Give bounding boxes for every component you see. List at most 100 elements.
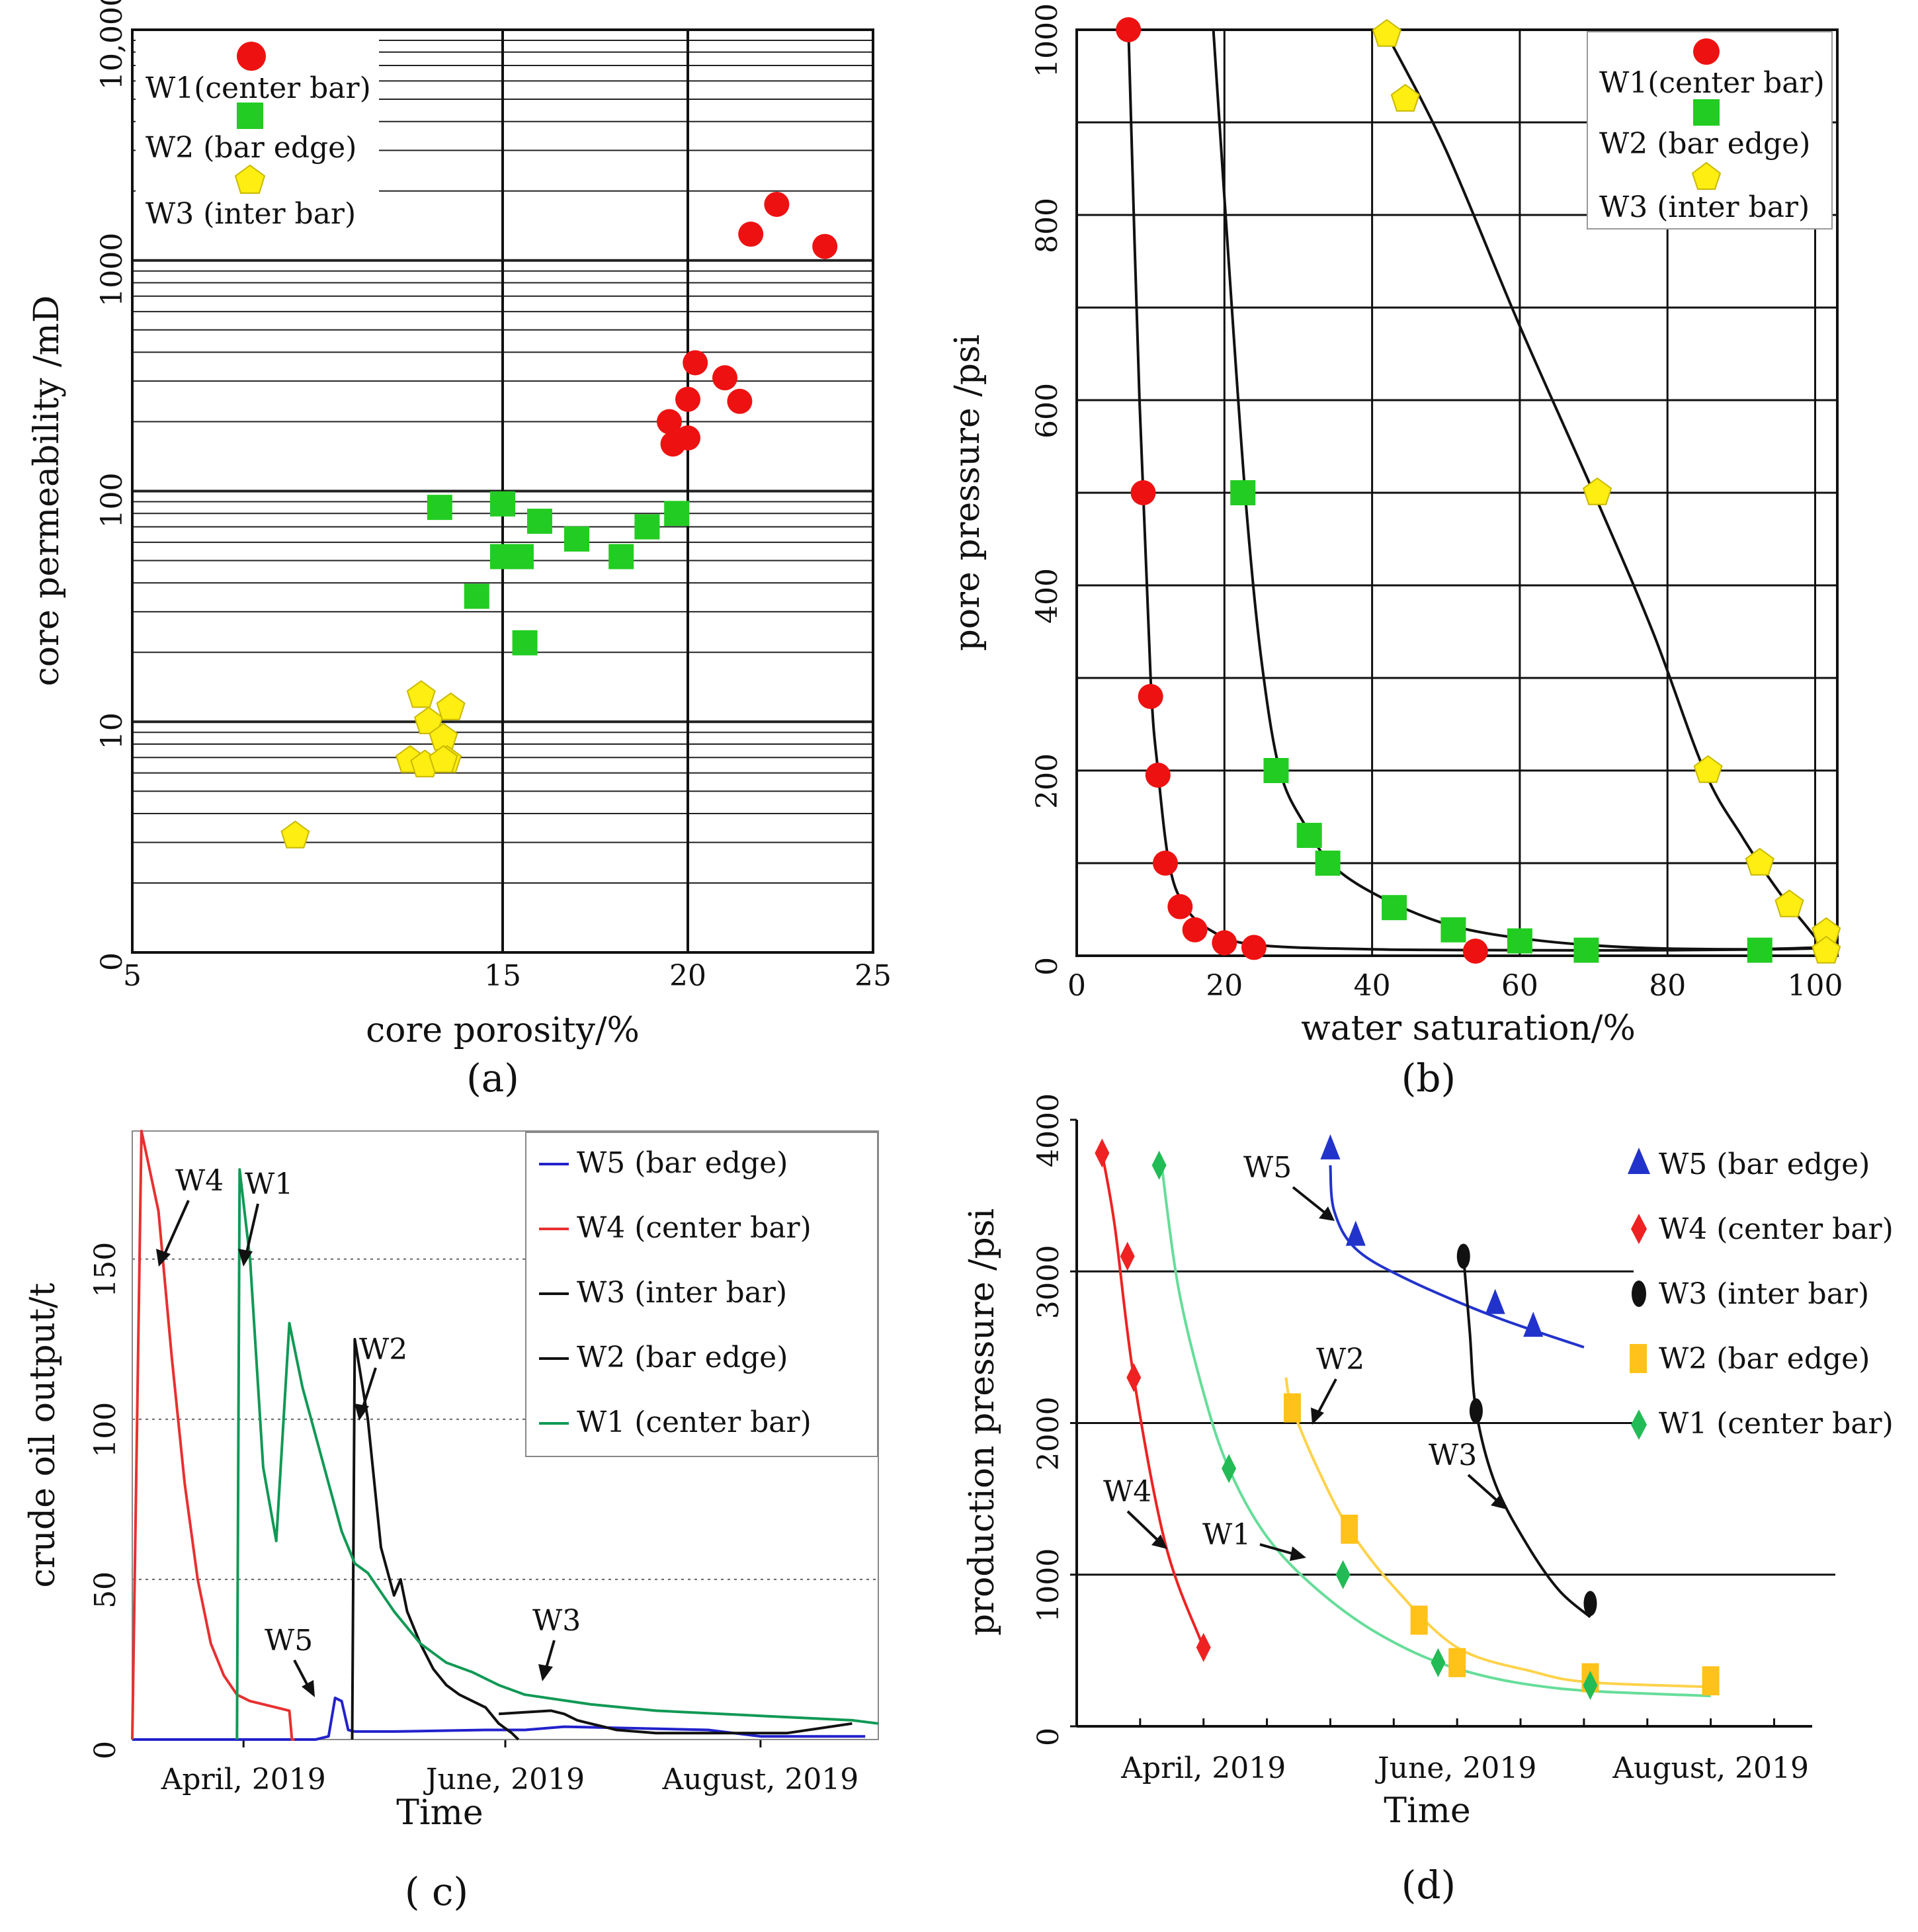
panel-c-y-tick-labels: 0 50 100 150 bbox=[89, 1242, 122, 1759]
panel-a-point-w2 bbox=[608, 544, 634, 569]
panel-d-point-w5 bbox=[1320, 1134, 1341, 1159]
panel-b-point-w2 bbox=[1296, 823, 1322, 848]
panel-d-y-tick-label: 4000 bbox=[1032, 1093, 1065, 1167]
panel-b-point-w3 bbox=[1812, 935, 1841, 964]
panel-c-annotation-w5: W5 bbox=[265, 1624, 313, 1658]
panel-d-fit-curve-w4 bbox=[1101, 1153, 1202, 1642]
panel-b-point-w1 bbox=[1212, 930, 1237, 956]
panel-d-arrow-w5 bbox=[1292, 1186, 1327, 1215]
panel-d-label: (d) bbox=[1401, 1863, 1456, 1908]
panel-c-annotation-w1: W1 bbox=[245, 1167, 293, 1201]
panel-a-point-w2 bbox=[564, 526, 589, 552]
panel-d-x-axis-label: Time bbox=[1384, 1791, 1470, 1831]
panel-d-x-tick-label: June, 2019 bbox=[1375, 1751, 1536, 1785]
panel-c-legend: W5 (bar edge) W4 (center bar) W3 (inter … bbox=[525, 1132, 878, 1457]
panel-b-y-tick-label: 400 bbox=[1030, 568, 1064, 624]
panel-d-legend-marker-w4 bbox=[1631, 1214, 1647, 1244]
panel-c-x-tick-label: April, 2019 bbox=[161, 1763, 326, 1796]
panel-b-legend-box bbox=[1587, 31, 1833, 230]
panel-d-y-tick-labels: 0 1000 2000 3000 4000 bbox=[1032, 1093, 1065, 1746]
panel-c-line-w2 bbox=[351, 1337, 520, 1741]
panel-d-point-w1 bbox=[1335, 1560, 1351, 1589]
panel-b-x-tick-labels: 0 20 40 60 80 100 bbox=[1067, 969, 1843, 1003]
panel-d-point-w2 bbox=[1410, 1605, 1428, 1635]
panel-c-arrowhead-w5 bbox=[302, 1680, 315, 1697]
panel-a-x-tick-label: 20 bbox=[669, 959, 706, 993]
panel-a-point-w2 bbox=[464, 583, 489, 609]
panel-a-point-w1 bbox=[738, 222, 764, 247]
panel-a-point-w1 bbox=[683, 350, 708, 376]
panel-b-point-w3 bbox=[1372, 19, 1402, 47]
panel-b-y-tick-labels: 0 200 400 600 800 1000 bbox=[1030, 3, 1064, 976]
panel-d-legend-marker-w3 bbox=[1632, 1281, 1646, 1307]
panel-d-arrow-w3 bbox=[1467, 1474, 1499, 1503]
panel-d-legend-w5: W5 (bar edge) bbox=[1659, 1148, 1870, 1181]
panel-c-arrow-w3 bbox=[544, 1640, 556, 1671]
panel-a-y-tick-label: 100 bbox=[95, 473, 129, 528]
panel-a-points bbox=[280, 191, 838, 849]
panel-b-point-w1 bbox=[1241, 935, 1267, 960]
panel-b-point-w1 bbox=[1116, 17, 1142, 42]
panel-c-series-lines bbox=[131, 1130, 879, 1741]
panel-b-point-w3 bbox=[1774, 889, 1804, 917]
panel-c-label: ( c) bbox=[405, 1869, 468, 1914]
panel-b-point-w1 bbox=[1152, 851, 1178, 876]
panel-d-point-w1 bbox=[1583, 1671, 1598, 1701]
panel-a-y-axis-label: core permeability /mD bbox=[27, 295, 67, 686]
panel-c-legend-w2: W2 (bar edge) bbox=[577, 1341, 788, 1374]
panel-a-point-w1 bbox=[812, 233, 838, 259]
panel-c-line-w3 bbox=[498, 1709, 853, 1735]
panel-c-annotation-w4: W4 bbox=[175, 1164, 224, 1198]
panel-c-y-tick-label: 0 bbox=[89, 1741, 122, 1759]
panel-b-x-tick-label: 80 bbox=[1649, 969, 1686, 1003]
panel-c-annotation-w2: W2 bbox=[359, 1333, 407, 1366]
panel-a-point-w1 bbox=[657, 409, 682, 435]
panel-a-x-tick-labels: 5 15 20 25 bbox=[123, 959, 892, 993]
panel-b-point-w1 bbox=[1138, 684, 1163, 709]
panel-a-legend-w1: W1(center bar) bbox=[146, 71, 371, 105]
panel-d-point-w4 bbox=[1196, 1632, 1211, 1662]
panel-a-point-w2 bbox=[509, 544, 534, 569]
panel-a-point-w3 bbox=[413, 706, 444, 734]
panel-d-annotation-w4: W4 bbox=[1103, 1475, 1151, 1509]
panel-c-legend-w1: W1 (center bar) bbox=[577, 1406, 812, 1439]
panel-b-x-axis-label: water saturation/% bbox=[1301, 1009, 1636, 1048]
panel-b-point-w2 bbox=[1315, 851, 1341, 876]
panel-d-y-axis-label: production pressure /psi bbox=[962, 1208, 1002, 1636]
panel-b-y-tick-label: 600 bbox=[1030, 383, 1064, 439]
panel-b-point-w3 bbox=[1583, 477, 1612, 505]
panel-b-y-tick-label: 800 bbox=[1030, 198, 1064, 253]
panel-d-legend-marker-w1 bbox=[1631, 1409, 1647, 1440]
panel-a-point-w1 bbox=[764, 191, 790, 217]
panel-a-point-w3 bbox=[280, 820, 310, 849]
panel-d-y-tick-label: 1000 bbox=[1032, 1548, 1065, 1622]
panel-d-arrowhead-w5 bbox=[1319, 1206, 1335, 1221]
panel-c-x-tick-label: June, 2019 bbox=[423, 1763, 585, 1796]
panel-b-legend-marker-w2 bbox=[1693, 99, 1720, 126]
panel-d-point-w3 bbox=[1456, 1243, 1470, 1269]
panel-a-point-w1 bbox=[675, 425, 700, 451]
panel-d-y-tick-label: 0 bbox=[1032, 1728, 1065, 1746]
panel-d-points bbox=[1095, 1134, 1720, 1701]
panel-c-x-axis-label: Time bbox=[396, 1793, 483, 1833]
panel-c-arrowhead-w2 bbox=[354, 1404, 369, 1421]
panel-b-point-w3 bbox=[1693, 755, 1723, 783]
panel-c: 0 50 100 150 April, 2019 June, 2019 August, 2… bbox=[23, 1130, 879, 1914]
panel-b-legend-marker-w3 bbox=[1691, 161, 1722, 190]
panel-c-legend-w3: W3 (inter bar) bbox=[577, 1276, 787, 1310]
panel-c-arrowhead-w3 bbox=[538, 1664, 553, 1681]
panel-d-legend-w1: W1 (center bar) bbox=[1659, 1407, 1894, 1441]
panel-b-x-tick-label: 100 bbox=[1788, 969, 1843, 1003]
panel-a-x-axis-label: core porosity/% bbox=[366, 1011, 640, 1050]
panel-a-y-tick-label: 10 bbox=[95, 712, 129, 749]
panel-b: 0 20 40 60 80 100 0 200 400 600 800 1000 W1(center… bbox=[948, 3, 1843, 1101]
panel-b-point-w1 bbox=[1145, 763, 1171, 788]
panel-a-point-w3 bbox=[406, 680, 436, 708]
panel-c-y-tick-label: 150 bbox=[89, 1242, 122, 1298]
panel-d-y-tick-label: 2000 bbox=[1032, 1397, 1065, 1471]
panel-c-arrow-w4 bbox=[163, 1200, 190, 1256]
panel-a-point-w2 bbox=[427, 495, 452, 521]
panel-b-x-tick-label: 40 bbox=[1354, 969, 1391, 1003]
panel-d-fit-curve-w1 bbox=[1160, 1165, 1711, 1698]
